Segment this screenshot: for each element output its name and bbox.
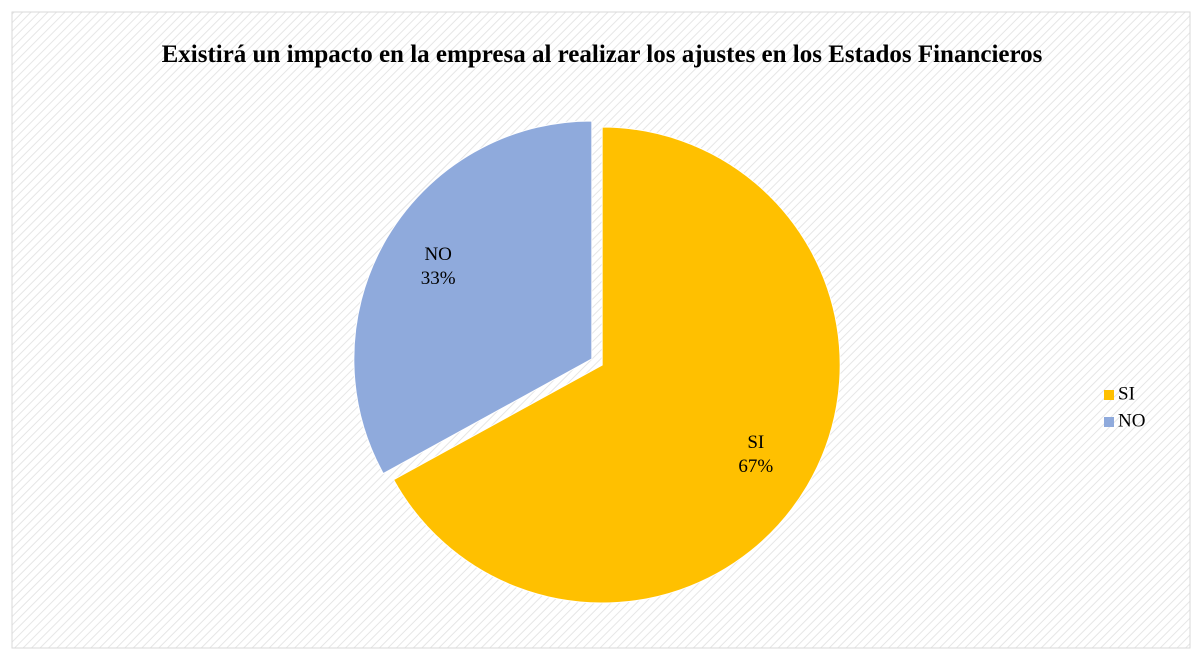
data-label: SI 67% bbox=[738, 432, 773, 477]
legend-label: SI bbox=[1118, 383, 1135, 404]
pie-slice bbox=[353, 120, 593, 475]
legend-swatch bbox=[1104, 417, 1114, 427]
pie-slice bbox=[392, 126, 841, 604]
data-label-category: NO bbox=[424, 244, 451, 265]
data-label-value: 67% bbox=[738, 456, 773, 477]
chart-title: Existirá un impacto en la empresa al rea… bbox=[161, 41, 1043, 68]
data-label-value: 33% bbox=[421, 268, 456, 289]
data-label: NO 33% bbox=[421, 244, 456, 289]
data-label-category: SI bbox=[747, 432, 764, 453]
legend-label: NO bbox=[1118, 410, 1145, 431]
legend-swatch bbox=[1104, 390, 1114, 400]
